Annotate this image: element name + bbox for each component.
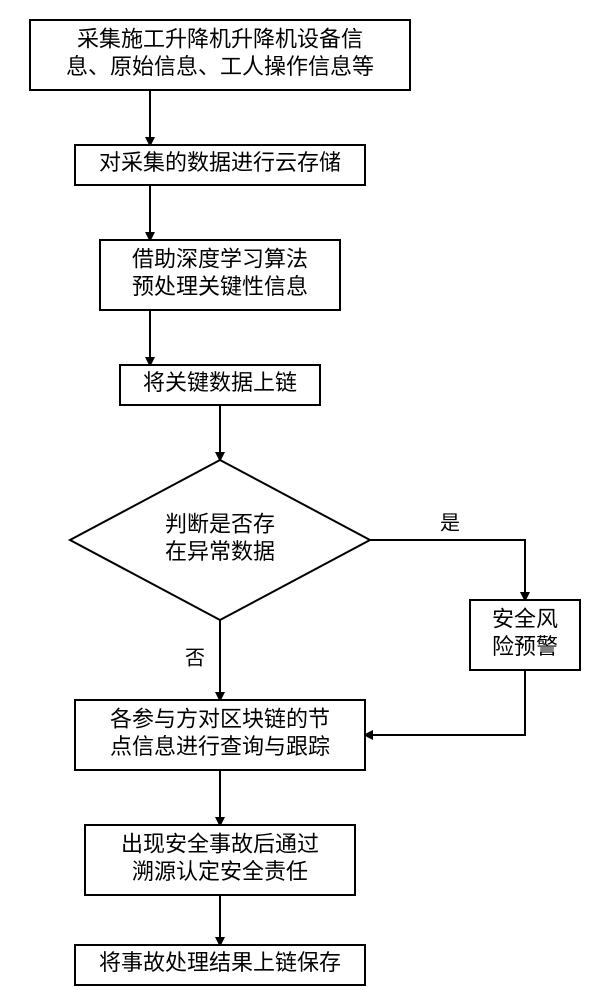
node-n2: 对采集的数据进行云存储 [75,145,365,185]
node-n1: 采集施工升降机升降机设备信息、原始信息、工人操作信息等 [30,20,410,90]
node-n3: 借助深度学习算法预处理关键性信息 [100,240,340,310]
node-n5: 判断是否存在异常数据 [70,460,370,620]
nodes-layer: 采集施工升降机升降机设备信息、原始信息、工人操作信息等对采集的数据进行云存储借助… [30,20,580,985]
node-n8: 出现安全事故后通过溯源认定安全责任 [85,825,355,895]
node-n6: 安全风险预警 [470,600,580,670]
svg-text:对采集的数据进行云存储: 对采集的数据进行云存储 [99,150,341,175]
node-n9: 将事故处理结果上链保存 [75,945,365,985]
node-n4: 将关键数据上链 [120,365,320,405]
node-n7: 各参与方对区块链的节点信息进行查询与跟踪 [75,700,365,770]
edge-5 [370,540,525,600]
edge-6 [365,670,525,735]
svg-text:将事故处理结果上链保存: 将事故处理结果上链保存 [99,950,341,975]
edge-label-4: 否 [185,648,205,670]
svg-text:将关键数据上链: 将关键数据上链 [143,370,297,395]
edge-label-5: 是 [440,513,460,535]
